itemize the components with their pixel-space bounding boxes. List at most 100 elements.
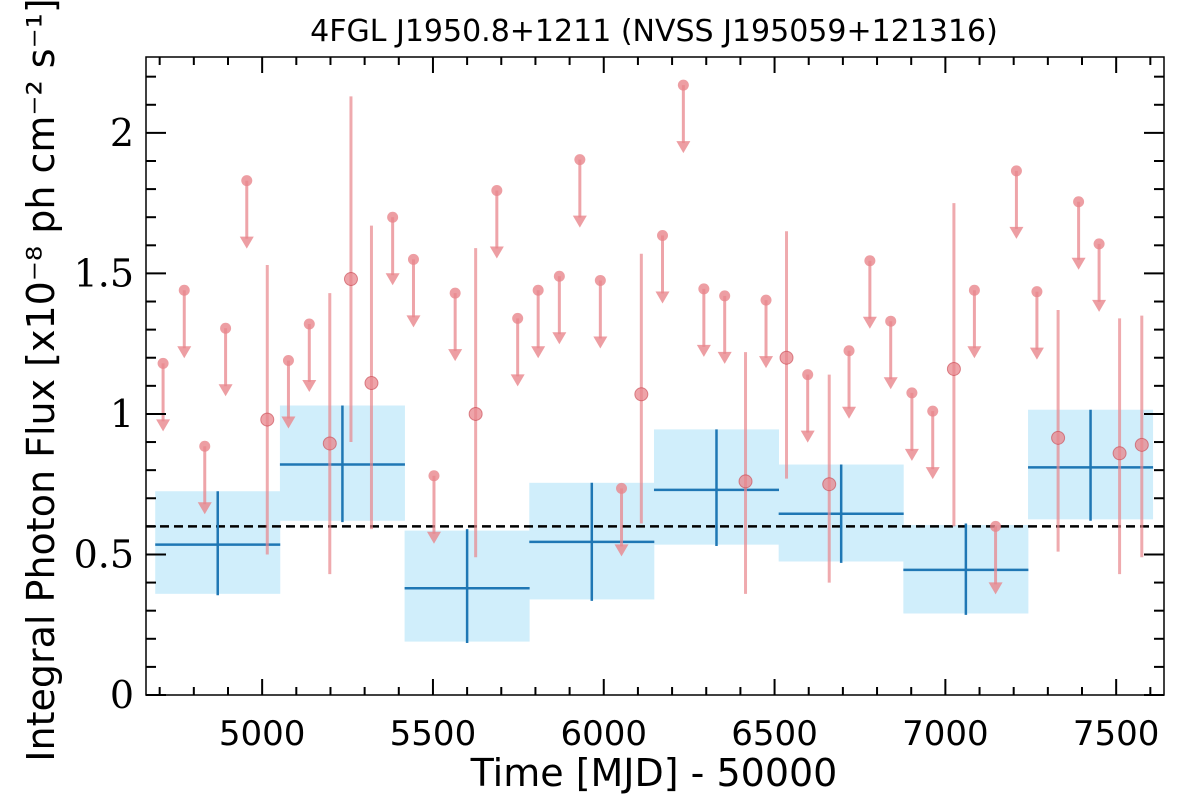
upper-limit-point	[990, 520, 1002, 532]
upper-limit-arrowhead	[925, 467, 940, 480]
upper-limit-point	[843, 345, 855, 357]
y-tick-label: 0.5	[74, 532, 134, 576]
upper-limit-arrowhead	[302, 380, 317, 393]
x-axis-label: Time [MJD] - 50000	[470, 751, 838, 795]
upper-limit-arrowhead	[696, 344, 711, 357]
detection-points-series	[260, 96, 1149, 594]
detection-point	[634, 387, 649, 402]
upper-limit-arrowhead	[531, 346, 546, 359]
x-tick-label: 5000	[219, 714, 306, 754]
upper-limit-point	[677, 79, 689, 91]
upper-limit-point	[199, 440, 211, 452]
upper-limit-arrowhead	[510, 374, 525, 387]
axis-tick-labels: 5000 5500 6000 6500 7000 7500 0 0.5 1 1.5 2	[74, 111, 1160, 754]
upper-limit-point	[282, 355, 294, 367]
upper-limit-arrowhead	[281, 416, 296, 429]
upper-limit-point	[906, 387, 918, 399]
x-tick-label: 6000	[560, 714, 647, 754]
upper-limit-arrowhead	[1071, 257, 1086, 270]
upper-limit-arrowhead	[156, 419, 171, 432]
detection-point	[322, 436, 337, 451]
upper-limit-arrowhead	[1029, 347, 1044, 360]
upper-limit-point	[616, 482, 628, 494]
upper-limit-point	[760, 294, 772, 306]
upper-limit-point	[719, 290, 731, 302]
upper-limit-point	[491, 185, 503, 197]
x-tick-label: 7000	[902, 714, 989, 754]
y-tick-label: 1.5	[74, 251, 134, 295]
x-tick-label: 6500	[731, 714, 818, 754]
upper-limit-point	[1031, 286, 1043, 298]
detection-point	[364, 376, 379, 391]
detection-point	[468, 406, 483, 421]
x-tick-label: 7500	[1073, 714, 1160, 754]
upper-limit-series	[156, 79, 1107, 595]
detection-point	[260, 412, 275, 427]
upper-limit-point	[157, 357, 169, 369]
detection-point	[1134, 437, 1149, 452]
detection-point	[946, 361, 961, 376]
upper-limit-arrowhead	[1092, 299, 1107, 312]
upper-limit-point	[1073, 196, 1085, 208]
upper-limit-point	[885, 315, 897, 327]
upper-limit-arrowhead	[177, 346, 192, 359]
upper-limit-point	[574, 154, 586, 166]
upper-limit-point	[512, 312, 524, 324]
y-tick-label: 0	[110, 673, 134, 717]
upper-limit-arrowhead	[218, 384, 233, 397]
upper-limit-arrowhead	[239, 236, 254, 249]
upper-limit-arrowhead	[385, 273, 400, 286]
upper-limit-point	[698, 283, 710, 295]
upper-limit-arrowhead	[759, 356, 774, 369]
upper-limit-arrowhead	[655, 291, 670, 304]
upper-limit-arrowhead	[904, 448, 919, 461]
x-tick-label: 5500	[390, 714, 477, 754]
upper-limit-point	[802, 369, 814, 381]
upper-limit-point	[927, 405, 939, 417]
upper-limit-arrowhead	[988, 582, 1003, 595]
axis-ticks	[146, 57, 1164, 696]
upper-limit-point	[968, 284, 980, 296]
upper-limit-point	[553, 270, 565, 282]
upper-limit-arrowhead	[426, 531, 441, 544]
upper-limit-arrowhead	[489, 246, 504, 259]
binned-uncertainty-bands	[155, 405, 1154, 642]
upper-limit-point	[303, 318, 315, 330]
upper-limit-arrowhead	[800, 430, 815, 443]
detection-point	[343, 272, 358, 287]
upper-limit-point	[428, 470, 440, 482]
upper-limit-point	[594, 274, 606, 286]
upper-limit-arrowhead	[717, 351, 732, 364]
y-tick-label: 2	[110, 111, 134, 155]
upper-limit-arrowhead	[448, 349, 463, 362]
detection-point	[738, 474, 753, 489]
upper-limit-point	[864, 255, 876, 267]
y-axis-label: Integral Photon Flux [x10⁻⁸ ph cm⁻² s⁻¹]	[19, 0, 63, 762]
upper-limit-arrowhead	[676, 141, 691, 154]
y-tick-label: 1	[110, 392, 134, 436]
upper-limit-arrowhead	[1009, 226, 1024, 239]
upper-limit-arrowhead	[572, 215, 587, 228]
binned-flux-series	[155, 405, 1154, 644]
upper-limit-arrowhead	[842, 406, 857, 419]
upper-limit-point	[387, 211, 399, 223]
upper-limit-arrowhead	[593, 336, 608, 349]
upper-limit-point	[532, 284, 544, 296]
upper-limit-arrowhead	[862, 316, 877, 329]
upper-limit-point	[241, 175, 253, 187]
upper-limit-arrowhead	[197, 502, 212, 515]
upper-limit-arrowhead	[552, 332, 567, 345]
detection-point	[822, 477, 837, 492]
upper-limit-point	[1093, 238, 1105, 250]
upper-limit-point	[220, 322, 232, 334]
upper-limit-arrowhead	[883, 377, 898, 390]
plot-frame	[145, 56, 1165, 696]
detection-point	[1051, 430, 1066, 445]
upper-limit-arrowhead	[967, 346, 982, 359]
upper-limit-point	[407, 253, 419, 265]
detection-point	[779, 350, 794, 365]
upper-limit-arrowhead	[406, 315, 421, 328]
upper-limit-point	[178, 284, 190, 296]
detection-point	[1112, 446, 1127, 461]
